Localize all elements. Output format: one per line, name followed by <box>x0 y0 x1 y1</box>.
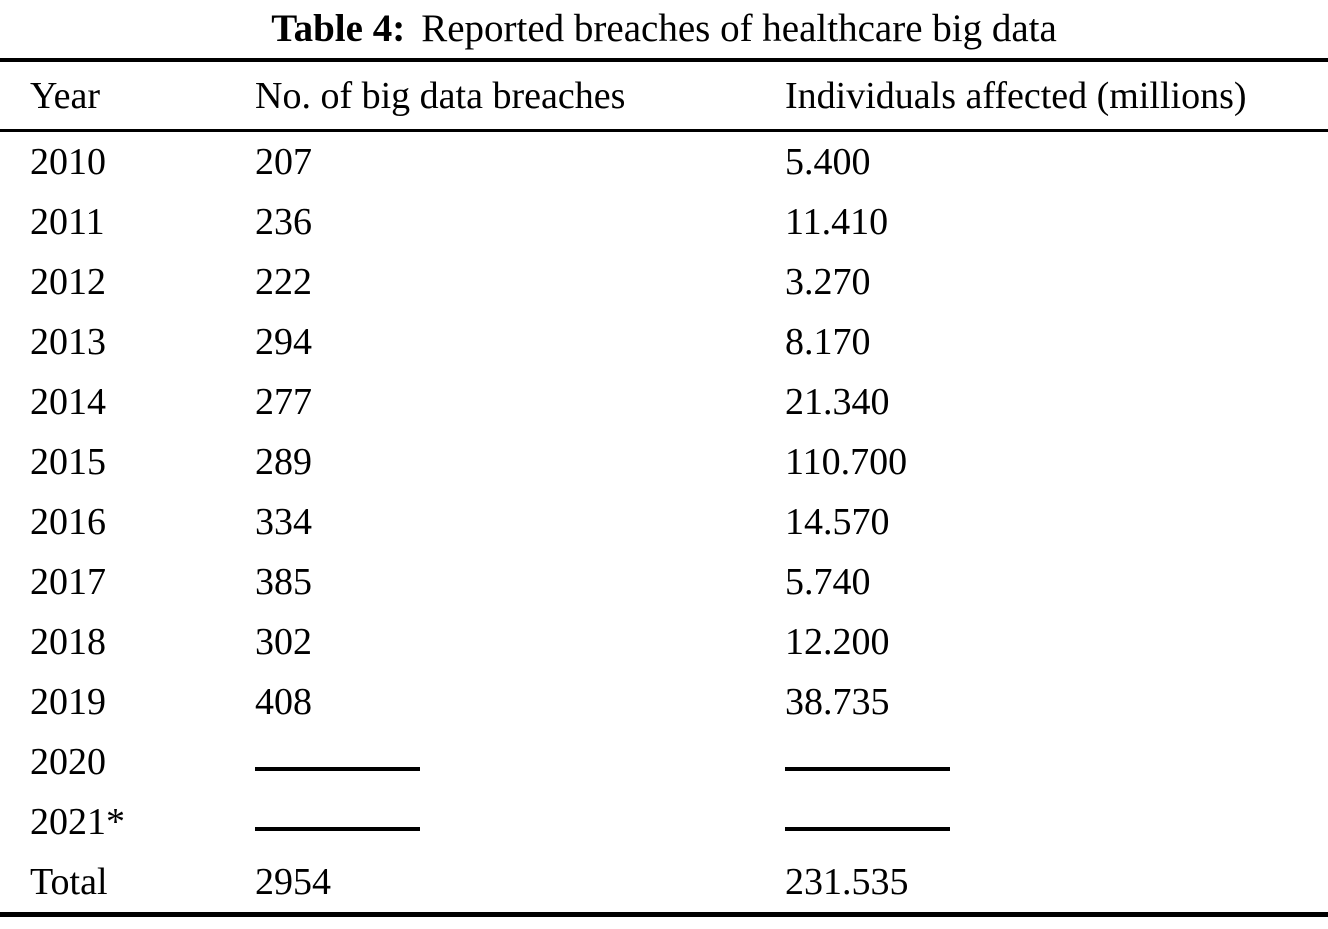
breaches-cell: 222 <box>255 261 312 303</box>
affected-cell: 12.200 <box>785 621 890 663</box>
affected-cell: 38.735 <box>785 681 890 723</box>
table-body: 2010 207 5.400 2011 236 11.410 2012 222 3.270 201… <box>0 132 1328 852</box>
table-row: 2013 294 8.170 <box>0 312 1328 372</box>
table-row: 2018 302 12.200 <box>0 612 1328 672</box>
year-cell: 2016 <box>30 501 106 543</box>
year-cell: 2017 <box>30 561 106 603</box>
table-caption: Reported breaches of healthcare big data <box>421 7 1057 50</box>
breaches-cell: 277 <box>255 381 312 423</box>
table-row: 2019 408 38.735 <box>0 672 1328 732</box>
affected-cell: 14.570 <box>785 501 890 543</box>
breaches-cell: 236 <box>255 201 312 243</box>
top-rule <box>0 58 1328 62</box>
header-rule <box>0 129 1328 132</box>
breaches-cell: 207 <box>255 141 312 183</box>
breaches-cell <box>255 820 785 831</box>
table-row: 2016 334 14.570 <box>0 492 1328 552</box>
year-cell: 2010 <box>30 141 106 183</box>
table-header-row: Year No. of big data breaches Individual… <box>0 62 1328 129</box>
table-row: 2014 277 21.340 <box>0 372 1328 432</box>
affected-cell: 3.270 <box>785 261 871 303</box>
year-cell: 2011 <box>30 201 105 243</box>
affected-cell <box>785 760 1328 771</box>
year-cell: 2014 <box>30 381 106 423</box>
year-cell: 2020 <box>30 741 106 783</box>
year-cell: 2015 <box>30 441 106 483</box>
table-title: Table 4: Reported breaches of healthcare … <box>0 0 1328 58</box>
table-row: 2010 207 5.400 <box>0 132 1328 192</box>
table-total-row: Total 2954 231.535 <box>0 852 1328 912</box>
blank-value-rule <box>255 767 420 771</box>
total-label: Total <box>30 861 108 903</box>
column-header-breaches: No. of big data breaches <box>255 74 626 117</box>
table-row: 2021* <box>0 792 1328 852</box>
affected-cell: 110.700 <box>785 441 908 483</box>
breaches-cell: 334 <box>255 501 312 543</box>
affected-cell: 5.740 <box>785 561 871 603</box>
table-number-label: Table 4: <box>271 7 406 50</box>
blank-value-rule <box>785 767 950 771</box>
affected-cell <box>785 820 1328 831</box>
table-row: 2017 385 5.740 <box>0 552 1328 612</box>
table-row: 2011 236 11.410 <box>0 192 1328 252</box>
bottom-rule <box>0 912 1328 917</box>
affected-cell: 8.170 <box>785 321 871 363</box>
column-header-affected: Individuals affected (millions) <box>785 74 1247 117</box>
total-breaches-value: 2954 <box>255 861 331 903</box>
year-cell: 2021* <box>30 801 125 843</box>
breaches-cell: 408 <box>255 681 312 723</box>
year-cell: 2018 <box>30 621 106 663</box>
breaches-cell: 385 <box>255 561 312 603</box>
breaches-cell: 289 <box>255 441 312 483</box>
breaches-cell: 294 <box>255 321 312 363</box>
table-row: 2020 <box>0 732 1328 792</box>
year-cell: 2013 <box>30 321 106 363</box>
column-header-year: Year <box>30 74 101 117</box>
total-affected-value: 231.535 <box>785 861 909 903</box>
breaches-cell: 302 <box>255 621 312 663</box>
affected-cell: 11.410 <box>785 201 889 243</box>
year-cell: 2012 <box>30 261 106 303</box>
table-row: 2012 222 3.270 <box>0 252 1328 312</box>
affected-cell: 5.400 <box>785 141 871 183</box>
blank-value-rule <box>785 827 950 831</box>
breaches-cell <box>255 760 785 771</box>
affected-cell: 21.340 <box>785 381 890 423</box>
table-row: 2015 289 110.700 <box>0 432 1328 492</box>
year-cell: 2019 <box>30 681 106 723</box>
blank-value-rule <box>255 827 420 831</box>
